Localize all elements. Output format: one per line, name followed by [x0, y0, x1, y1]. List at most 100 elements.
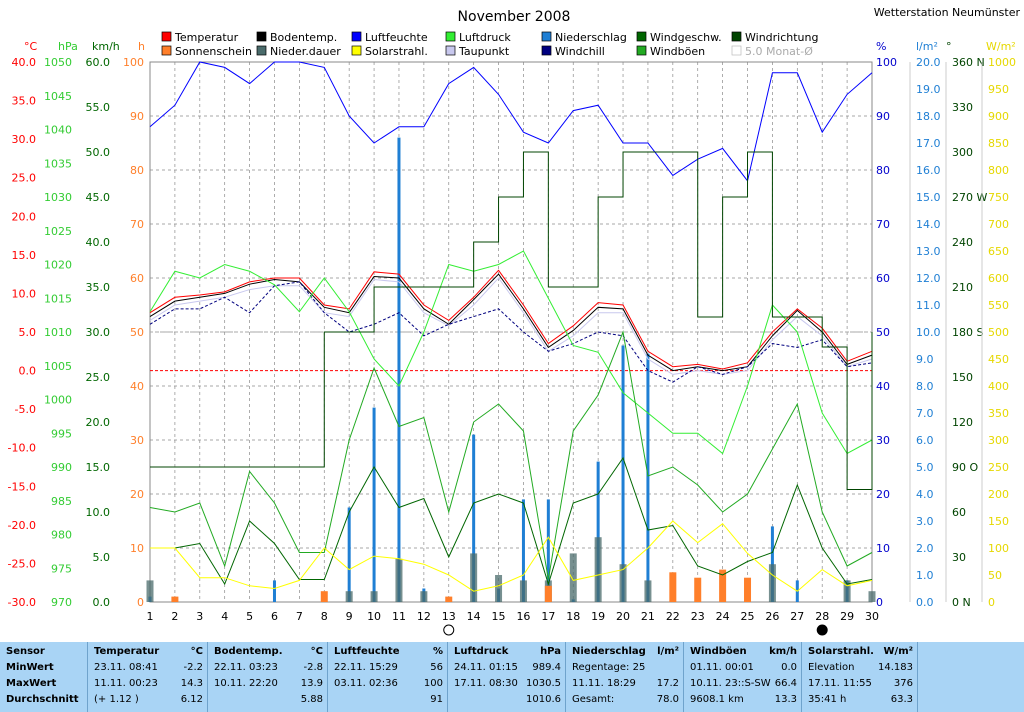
legend-label: Temperatur [174, 31, 239, 44]
stats-header-left: Niederschlag [572, 646, 646, 657]
stats-label-sensor: Sensor [6, 646, 45, 657]
x-tick-label: 9 [346, 610, 353, 623]
stats-max-row-right: 66.4 [774, 678, 797, 689]
axis-tick-rain: 13.0 [916, 245, 941, 258]
x-tick-label: 29 [840, 610, 854, 623]
stats-avg-row-right: 1010.6 [526, 694, 561, 705]
stats-avg-row-left: 9608.1 km [690, 694, 744, 705]
stats-panel: Sensor MinWert MaxWert Durchschnitt Temp… [0, 642, 1024, 712]
stats-header-right: W/m² [883, 646, 913, 657]
stats-header: Bodentemp. °C [214, 646, 323, 662]
x-tick-label: 7 [296, 610, 303, 623]
bar-niederschlag [397, 137, 401, 602]
series-line-bodentemp [149, 273, 873, 372]
bar-niederschlag [546, 499, 550, 602]
series-line-windchill [149, 281, 873, 383]
stats-avg-row-right: 91 [430, 694, 443, 705]
axis-tick-hours: 60 [130, 272, 144, 285]
series-line-temperatur [149, 269, 873, 370]
axis-tick-direction: 240 [952, 236, 973, 249]
bar-sonnenschein [320, 591, 328, 602]
axis-tick-rain: 9.0 [916, 353, 934, 366]
axis-tick-solar: 750 [988, 191, 1009, 204]
axis-tick-humidity: 0 [876, 596, 883, 609]
x-tick-label: 13 [442, 610, 456, 623]
axis-tick-rain: 5.0 [916, 461, 934, 474]
legend-label: Nieder.dauer [270, 45, 341, 58]
axis-tick-direction: 360 N [952, 56, 985, 69]
bar-niederdauer [619, 564, 627, 602]
axis-tick-rain: 19.0 [916, 83, 941, 96]
axis-tick-hours: 40 [130, 380, 144, 393]
legend-swatch [256, 31, 267, 42]
axis-tick-temp: 35.0 [12, 95, 37, 108]
axis-unit-solar: W/m² [986, 40, 1016, 53]
axis-tick-wind: 35.0 [86, 281, 111, 294]
axis-tick-direction: 30 [952, 551, 966, 564]
stats-max-row: 17.11. 11:55 376 [808, 678, 913, 694]
stats-min-row: 23.11. 08:41 -2.2 [94, 662, 203, 678]
axis-tick-temp: 15.0 [12, 249, 37, 262]
stats-column: Solarstrahl. W/m² Elevation 14.183 17.11. 11… [802, 642, 918, 712]
axis-tick-pressure: 985 [51, 495, 72, 508]
legend-swatch [256, 45, 267, 56]
x-tick-label: 20 [616, 610, 630, 623]
bar-niederdauer [495, 575, 503, 602]
stats-max-row-left: 17.11. 11:55 [808, 678, 872, 689]
axis-tick-temp: -20.0 [8, 519, 36, 532]
stats-min-row-right: -2.2 [183, 662, 203, 673]
axis-tick-rain: 14.0 [916, 218, 941, 231]
stats-header-left: Windböen [690, 646, 747, 657]
axis-tick-wind: 40.0 [86, 236, 111, 249]
axis-tick-wind: 30.0 [86, 326, 111, 339]
moon-full-icon [443, 624, 455, 636]
stats-avg-row: 35:41 h 63.3 [808, 694, 913, 710]
axis-tick-temp: 25.0 [12, 172, 37, 185]
bar-niederdauer [768, 564, 776, 602]
stats-max-row-right: 376 [893, 678, 913, 689]
x-tick-label: 8 [321, 610, 328, 623]
axis-tick-pressure: 1040 [44, 124, 72, 137]
axis-tick-wind: 0.0 [93, 596, 111, 609]
axis-tick-temp: -15.0 [8, 480, 36, 493]
bar-niederdauer [843, 580, 851, 602]
axis-tick-solar: 400 [988, 380, 1009, 393]
stats-max-row-left: 03.11. 02:36 [334, 678, 398, 689]
stats-avg-row-right: 63.3 [890, 694, 913, 705]
stats-min-row-right: 56 [430, 662, 443, 673]
axis-tick-rain: 12.0 [916, 272, 941, 285]
axis-tick-pressure: 1005 [44, 360, 72, 373]
stats-avg-row-left: (+ 1.12 ) [94, 694, 139, 705]
axis-tick-humidity: 10 [876, 542, 890, 555]
x-tick-label: 21 [641, 610, 655, 623]
legend-swatch [636, 45, 647, 56]
stats-avg-row: 1010.6 [454, 694, 561, 710]
x-tick-label: 10 [367, 610, 381, 623]
axis-tick-rain: 16.0 [916, 164, 941, 177]
bar-sonnenschein [445, 596, 453, 602]
axis-tick-humidity: 70 [876, 218, 890, 231]
legend-swatch [445, 31, 456, 42]
axis-tick-wind: 55.0 [86, 101, 111, 114]
bar-sonnenschein [744, 577, 752, 602]
axis-tick-direction: 0 N [952, 596, 971, 609]
series-line-taupunkt [149, 277, 873, 375]
axis-unit-direction: ° [946, 40, 952, 53]
stats-avg-row-right: 13.3 [774, 694, 797, 705]
stats-min-row: 22.11. 03:23 -2.8 [214, 662, 323, 678]
axis-tick-solar: 150 [988, 515, 1009, 528]
axis-tick-humidity: 20 [876, 488, 890, 501]
stats-max-row: 10.11. 23::S-SW 66.4 [690, 678, 797, 694]
axis-tick-solar: 900 [988, 110, 1009, 123]
axis-tick-wind: 15.0 [86, 461, 111, 474]
stats-column: Niederschlag l/m² Regentage: 25 11.11. 18:2… [566, 642, 684, 712]
axis-tick-pressure: 1015 [44, 292, 72, 305]
stats-max-row-left: 10.11. 22:20 [214, 678, 278, 689]
axis-tick-solar: 350 [988, 407, 1009, 420]
stats-header-right: km/h [769, 646, 797, 657]
stats-header-left: Luftdruck [454, 646, 509, 657]
stats-column: Bodentemp. °C 22.11. 03:23 -2.8 10.11. 22:20… [208, 642, 328, 712]
stats-label-avg: Durchschnitt [6, 694, 79, 705]
axis-tick-hours: 0 [137, 596, 144, 609]
axis-tick-humidity: 90 [876, 110, 890, 123]
